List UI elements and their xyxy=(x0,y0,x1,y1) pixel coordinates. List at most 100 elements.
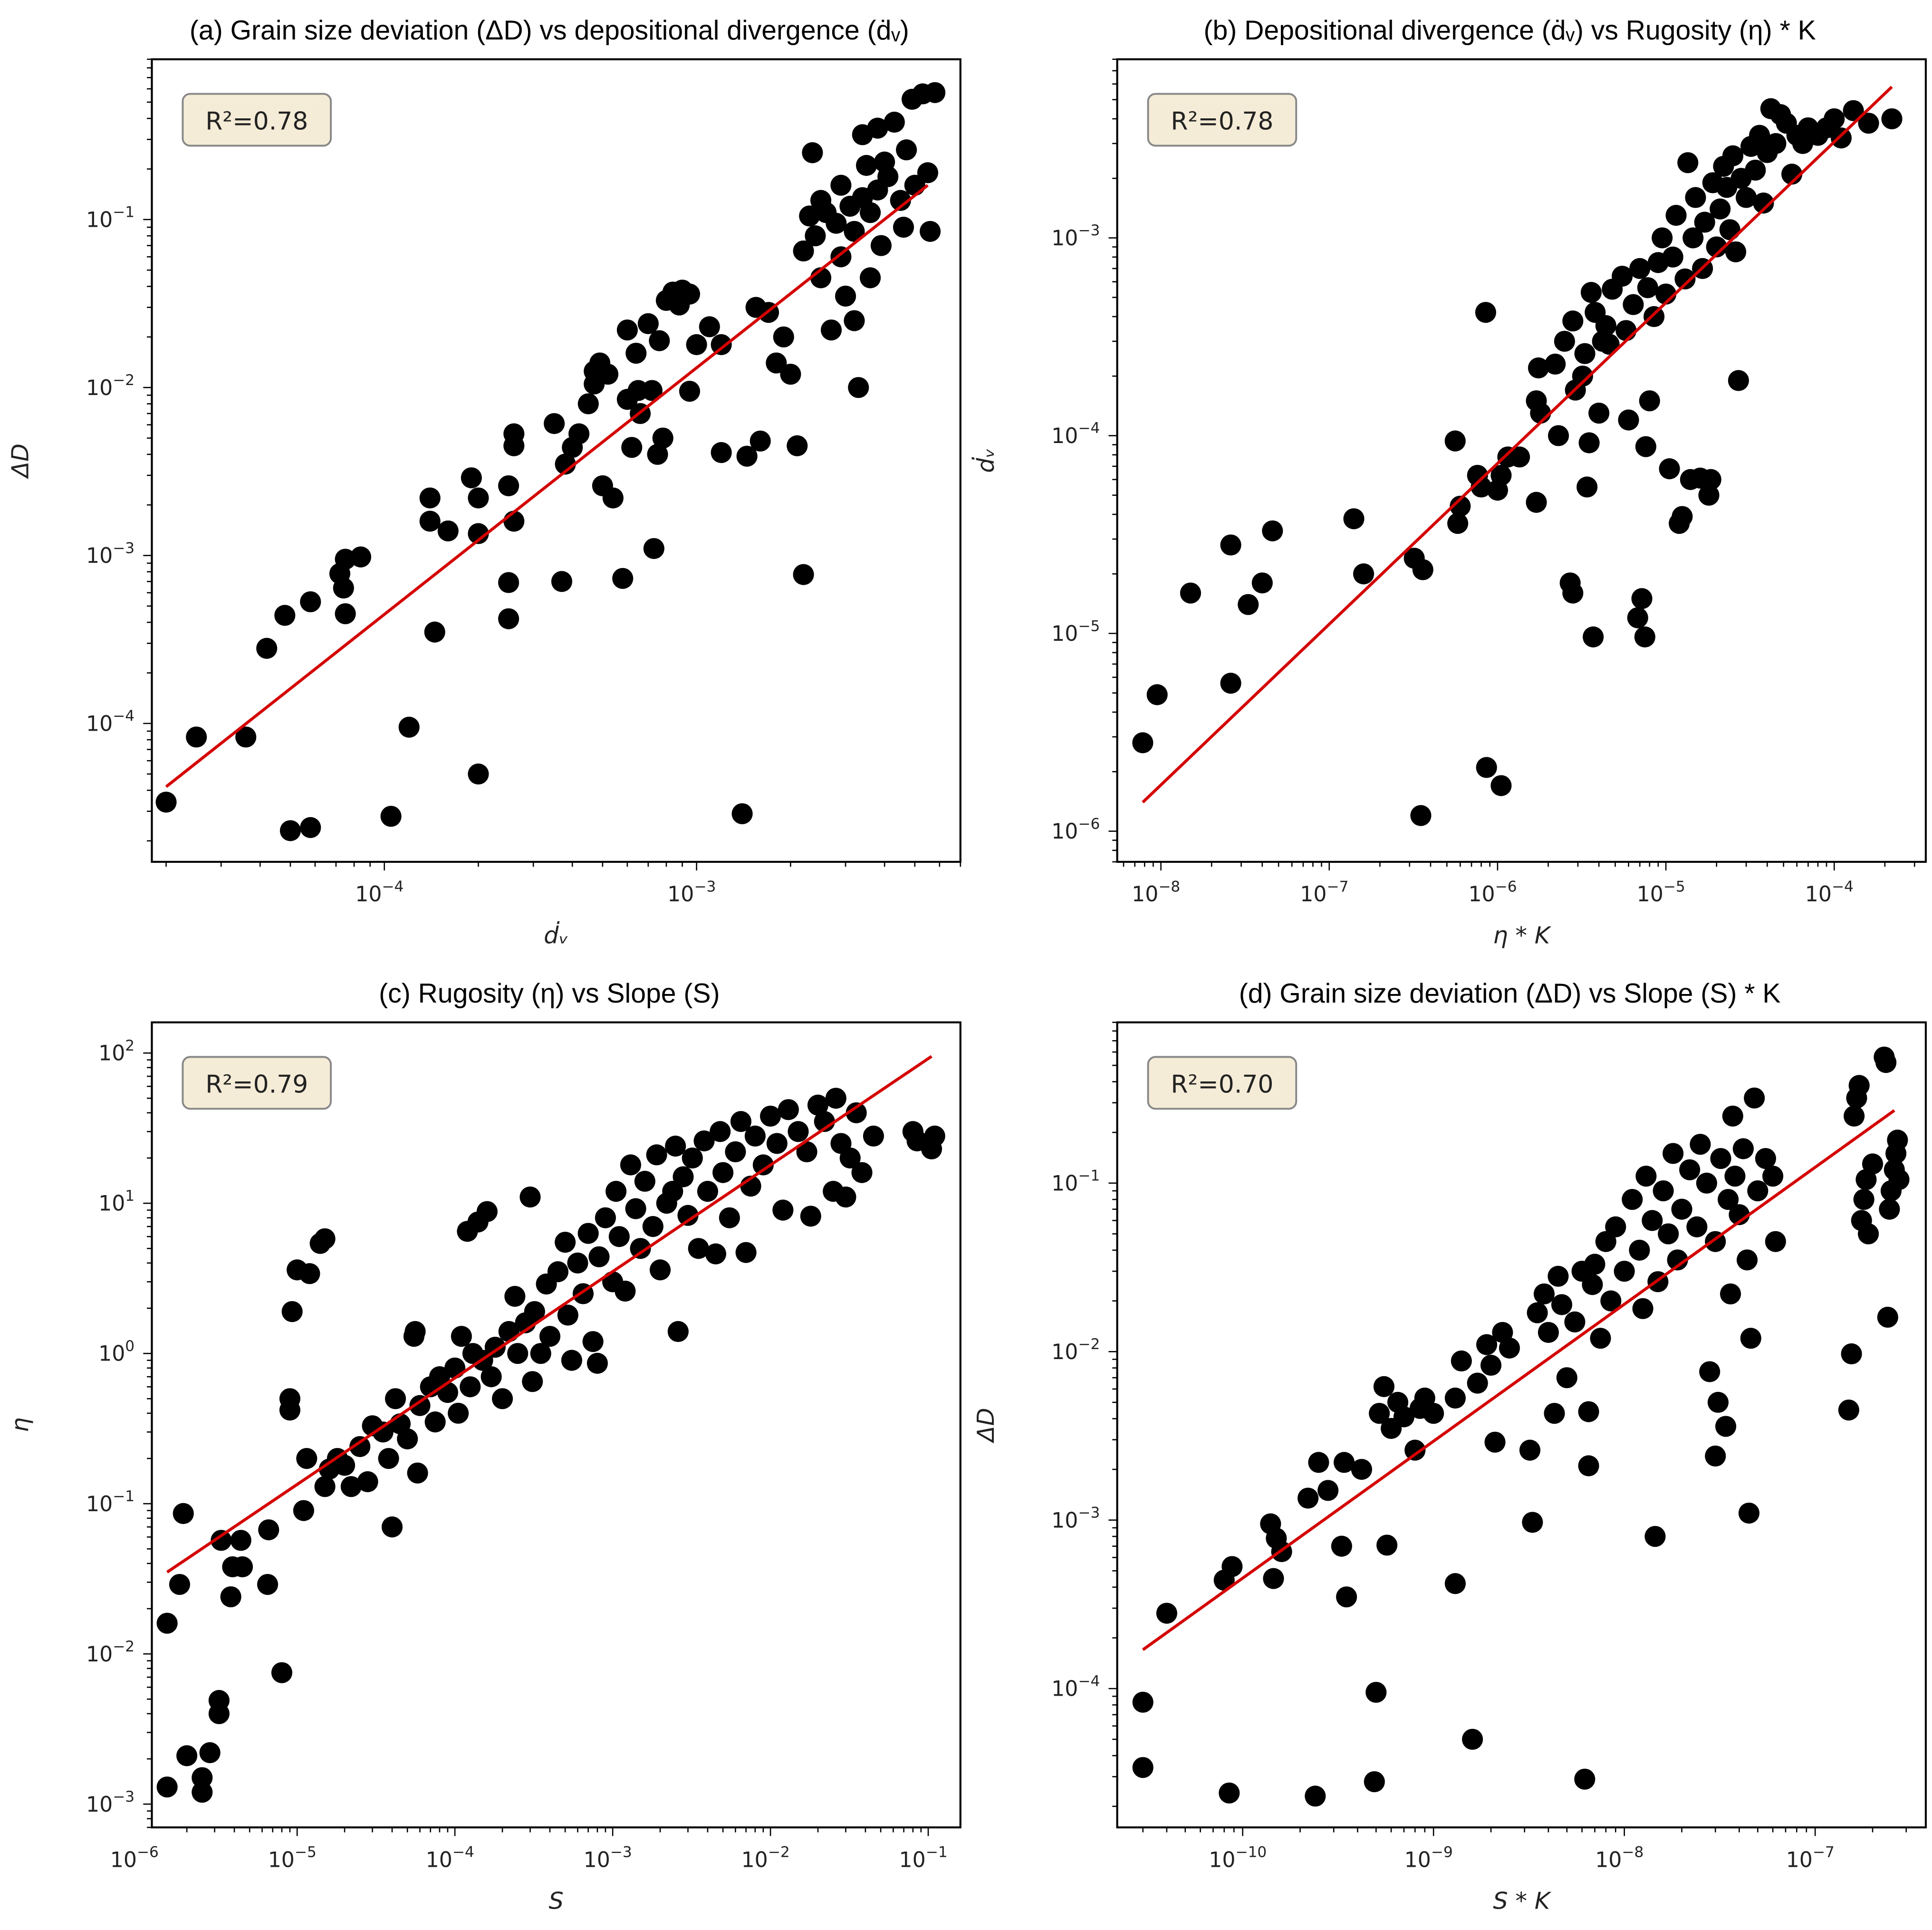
data-point xyxy=(1574,1768,1596,1790)
data-point xyxy=(920,221,941,242)
x-tick-label: 10−7 xyxy=(1300,878,1348,907)
y-tick-label: 10−3 xyxy=(86,1788,135,1817)
data-point xyxy=(1744,1087,1765,1109)
y-tick-label: 10−2 xyxy=(86,1638,135,1667)
data-point xyxy=(1554,330,1575,352)
data-point xyxy=(582,1331,604,1352)
data-point xyxy=(1686,1216,1708,1237)
data-point xyxy=(230,1530,251,1551)
data-point xyxy=(766,352,787,374)
data-point xyxy=(1659,458,1680,480)
data-point xyxy=(504,1285,526,1307)
data-point xyxy=(1879,1198,1900,1220)
data-point xyxy=(299,1263,320,1284)
data-point xyxy=(917,162,939,183)
data-point xyxy=(772,1199,794,1221)
data-point xyxy=(634,1170,655,1192)
data-point xyxy=(800,1206,821,1227)
data-point xyxy=(557,1304,578,1326)
data-point xyxy=(1875,1052,1897,1073)
data-point xyxy=(524,1301,545,1322)
data-point xyxy=(1732,1138,1754,1159)
data-point xyxy=(735,1242,757,1263)
data-point xyxy=(1132,732,1153,753)
data-point xyxy=(682,1147,703,1169)
data-point xyxy=(877,166,899,187)
data-point xyxy=(1410,805,1432,826)
data-point xyxy=(1548,425,1569,446)
data-point xyxy=(1653,1180,1674,1202)
data-point xyxy=(1729,1204,1750,1226)
x-tick-label: 10−3 xyxy=(584,1843,632,1872)
x-tick-label: 10−6 xyxy=(1468,878,1517,907)
data-point xyxy=(186,726,207,748)
y-tick-label: 10−4 xyxy=(1051,420,1100,448)
data-point xyxy=(1298,1487,1319,1509)
data-point xyxy=(498,475,519,496)
data-point xyxy=(1444,1387,1466,1409)
data-point xyxy=(1627,607,1648,628)
data-point xyxy=(460,1376,481,1398)
y-tick-label: 10−1 xyxy=(86,204,135,232)
data-point xyxy=(444,1357,466,1379)
data-point xyxy=(1844,1105,1865,1127)
data-point xyxy=(404,1321,426,1342)
data-point xyxy=(498,608,519,629)
data-point xyxy=(1584,1254,1605,1275)
data-point xyxy=(705,1243,727,1264)
x-tick-label: 10−6 xyxy=(110,1843,159,1872)
annotation-text: R²=0.78 xyxy=(1171,107,1273,136)
data-point xyxy=(1476,1334,1498,1355)
data-point xyxy=(766,1133,788,1154)
y-tick-label: 10−3 xyxy=(1051,1505,1100,1533)
data-point xyxy=(1672,506,1693,527)
data-point xyxy=(1574,343,1596,364)
data-point xyxy=(208,1703,230,1725)
data-point xyxy=(616,319,638,341)
data-point xyxy=(461,467,482,489)
data-point xyxy=(300,817,321,838)
y-axis-label: ΔD xyxy=(7,444,34,480)
data-point xyxy=(314,1228,336,1249)
data-point xyxy=(384,1388,406,1409)
data-point xyxy=(1146,684,1168,705)
data-point xyxy=(1642,1210,1663,1231)
data-point xyxy=(481,1366,502,1388)
data-point xyxy=(539,1326,561,1347)
data-point xyxy=(859,202,881,223)
data-point xyxy=(567,1252,588,1274)
annotation-text: R²=0.78 xyxy=(205,107,308,136)
data-point xyxy=(1635,436,1656,457)
regression-line xyxy=(1142,1109,1895,1651)
data-point xyxy=(711,442,732,463)
data-point xyxy=(1615,320,1637,341)
data-point xyxy=(642,1216,663,1237)
data-point xyxy=(1631,588,1653,609)
data-point xyxy=(340,1476,362,1497)
data-point xyxy=(1706,236,1727,258)
data-point xyxy=(677,1205,699,1226)
y-tick-label: 10−6 xyxy=(1051,815,1100,844)
data-point xyxy=(519,1187,541,1208)
y-axis-label: ΔD xyxy=(972,1408,1000,1444)
data-point xyxy=(1674,268,1696,290)
data-point xyxy=(586,1352,608,1374)
regression-line xyxy=(165,184,929,788)
data-point xyxy=(799,205,820,227)
x-tick-label: 10−10 xyxy=(1209,1843,1267,1872)
data-point xyxy=(1220,534,1241,556)
data-point xyxy=(437,1382,459,1403)
data-point xyxy=(1749,125,1770,146)
data-point xyxy=(1351,1458,1372,1480)
data-point xyxy=(1444,1573,1466,1594)
data-point xyxy=(1373,1376,1394,1397)
data-point xyxy=(679,380,701,402)
data-point xyxy=(507,1343,529,1364)
panel-c: (c) Rugosity (η) vs Slope (S) 10−6 10−5 10−… xyxy=(7,978,961,1915)
data-point xyxy=(192,1767,213,1788)
data-point xyxy=(381,1516,403,1538)
data-point xyxy=(1753,193,1774,214)
data-point xyxy=(1718,1189,1739,1210)
data-point xyxy=(1219,1782,1240,1804)
